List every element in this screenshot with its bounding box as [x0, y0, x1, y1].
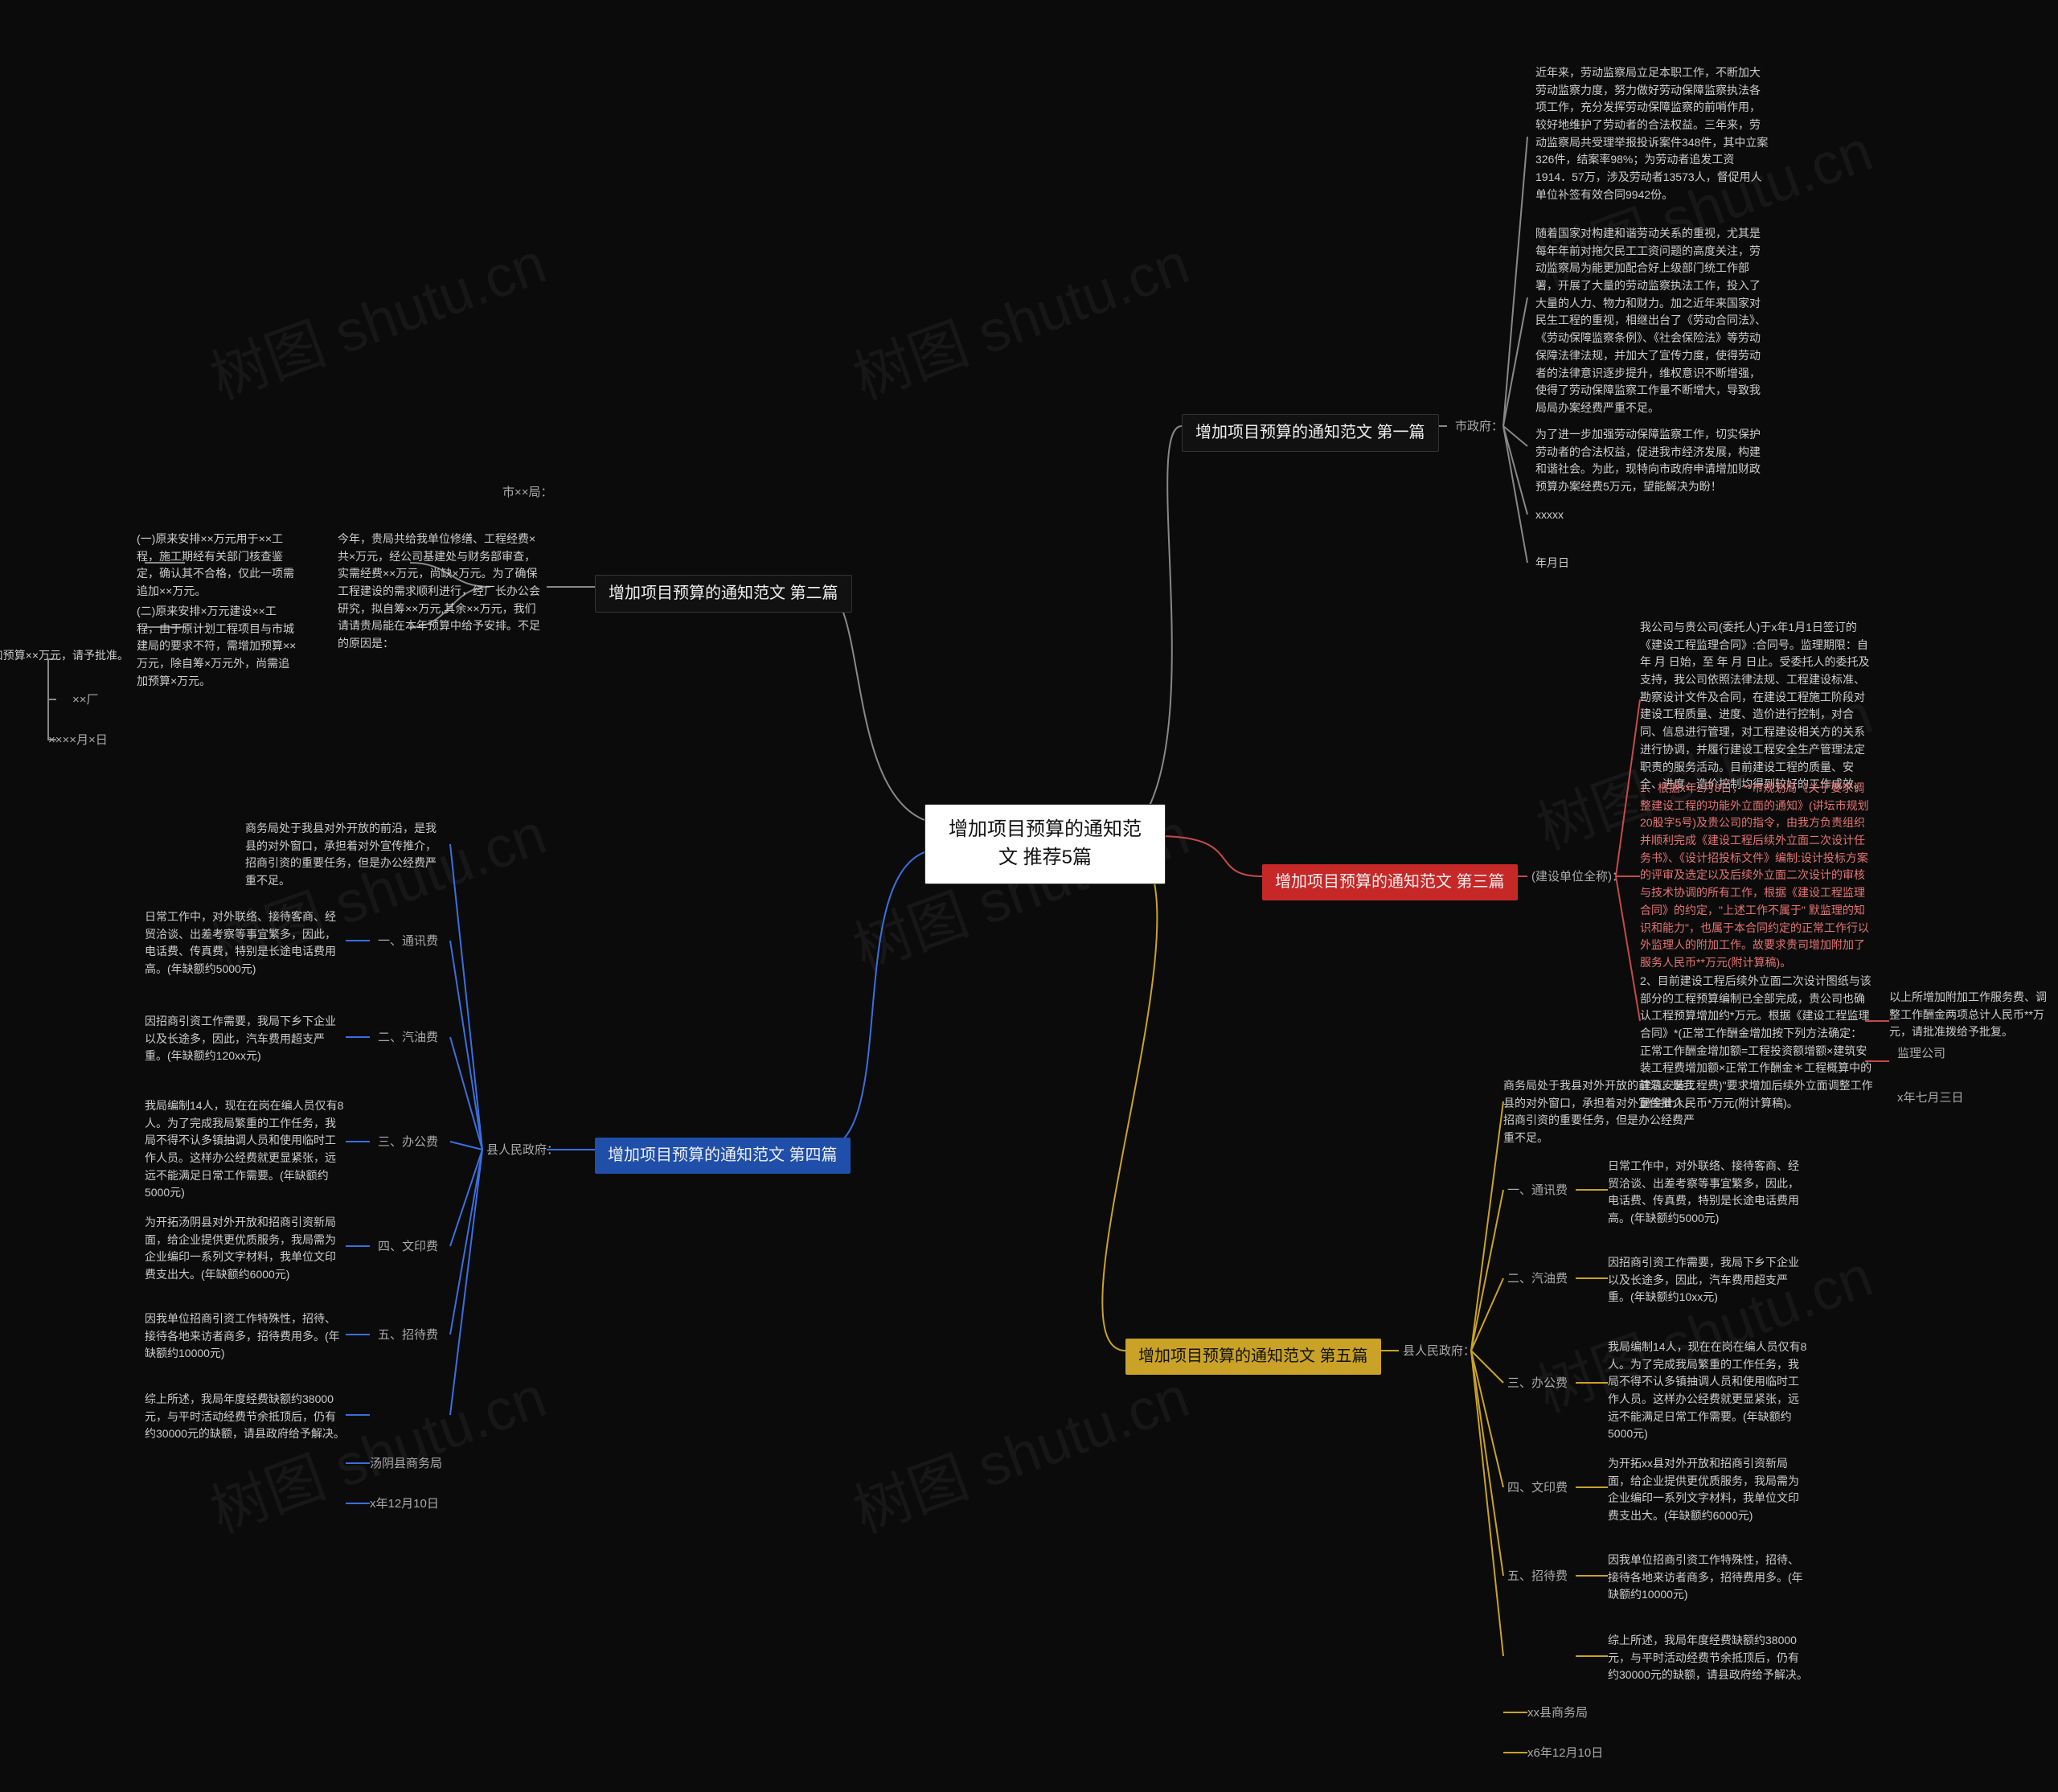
p3-sub: (建设单位全称)：: [1531, 868, 1624, 886]
p5-label-1: 二、汽油费: [1507, 1270, 1568, 1288]
p5-label-0: 一、通讯费: [1507, 1182, 1568, 1199]
p5-preface: 商务局处于我县对外开放的前沿，是我县的对外窗口，承担着对外宣传推介，招商引资的重…: [1503, 1077, 1704, 1147]
watermark: 树图 shutu.cn: [840, 216, 1199, 416]
p5-text-4: 因我单位招商引资工作特殊性，招待、接待各地来访者商多，招待费用多。(年缺额约10…: [1608, 1552, 1809, 1604]
p2-reason-1: (二)原来安排×万元建设××工程，由于原计划工程项目与市城建局的要求不符，需增加…: [137, 603, 297, 690]
p4-sign-0: 汤阴县商务局: [370, 1455, 442, 1473]
branch-p2[interactable]: 增加项目预算的通知范文 第二篇: [595, 575, 852, 613]
p3-intro: 我公司与贵公司(委托人)于x年1月1日签订的《建设工程监理合同》:合同号。监理期…: [1640, 619, 1873, 793]
p4-label-0: 一、通讯费: [378, 933, 438, 950]
p3-item-0: 1、根据x年2月8日，**市规划局《关于要求调整建设工程的功能外立面的通知》(讲…: [1640, 780, 1873, 972]
p5-summary: 综上所述，我局年度经费缺额约38000元，与平时活动经费节余抵顶后，仍有约300…: [1608, 1632, 1809, 1684]
p1-item-3: xxxxx: [1535, 506, 1736, 524]
p5-label-3: 四、文印费: [1507, 1479, 1568, 1497]
p4-text-1: 因招商引资工作需要，我局下乡下企业以及长途多，因此，汽车费用超支严重。(年缺额约…: [145, 1013, 346, 1065]
p1-item-1: 随着国家对构建和谐劳动关系的重视，尤其是每年年前对拖欠民工工资问题的高度关注，劳…: [1535, 225, 1769, 417]
p2-reason-0: (一)原来安排××万元用于××工程，施工期经有关部门核查鉴定，确认其不合格，仅此…: [137, 531, 297, 601]
p5-label-4: 五、招待费: [1507, 1568, 1568, 1585]
p4-label-3: 四、文印费: [378, 1238, 438, 1256]
p1-item-2: 为了进一步加强劳动保障监察工作，切实保护劳动者的合法权益，促进我市经济发展，构建…: [1535, 426, 1769, 496]
p4-label-1: 二、汽油费: [378, 1029, 438, 1047]
p2-intro: 今年，贵局共给我单位修缮、工程经费×共×万元，经公司基建处与财务部审查，实需经费…: [338, 531, 547, 653]
p4-sign-1: x年12月10日: [370, 1495, 439, 1513]
p3-sign-1: x年七月三日: [1897, 1089, 1964, 1107]
p4-summary: 综上所述，我局年度经费缺额约38000元，与平时活动经费节余抵顶后，仍有约300…: [145, 1391, 346, 1443]
p5-sign-0: xx县商务局: [1527, 1704, 1588, 1722]
p2-footer3: ××××月×日: [48, 732, 108, 749]
p5-label-2: 三、办公费: [1507, 1375, 1568, 1392]
watermark: 树图 shutu.cn: [840, 1350, 1199, 1549]
branch-p1[interactable]: 增加项目预算的通知范文 第一篇: [1182, 414, 1439, 452]
root-node[interactable]: 增加项目预算的通知范文 推荐5篇: [924, 804, 1166, 884]
p4-text-4: 因我单位招商引资工作特殊性，招待、接待各地来访者商多，招待费用多。(年缺额约10…: [145, 1310, 346, 1363]
p1-sub: 市政府：: [1455, 418, 1503, 436]
p3-sign-0: 监理公司: [1897, 1045, 1945, 1063]
p5-sign-1: x6年12月10日: [1527, 1745, 1603, 1762]
p5-text-3: 为开拓xx县对外开放和招商引资新局面，给企业提供更优质服务，我局需为企业编印一系…: [1608, 1455, 1809, 1525]
p4-sub: 县人民政府：: [486, 1142, 559, 1159]
watermark: 树图 shutu.cn: [197, 216, 555, 416]
p1-item-4: 年月日: [1535, 555, 1736, 572]
p4-preface: 商务局处于我县对外开放的前沿，是我县的对外窗口，承担着对外宣传推介，招商引资的重…: [245, 820, 446, 890]
p5-text-0: 日常工作中，对外联络、接待客商、经贸洽谈、出差考察等事宜繁多，因此，电话费、传真…: [1608, 1158, 1809, 1228]
p5-sub: 县人民政府：: [1403, 1343, 1475, 1360]
p4-label-4: 五、招待费: [378, 1327, 438, 1344]
p5-text-2: 我局编制14人，现在在岗在编人员仅有8人。为了完成我局繁重的工作任务，我局不得不…: [1608, 1339, 1809, 1443]
p3-closing: 以上所增加附加工作服务费、调整工作酬金两项总计人民币**万元，请批准拨给予批复。: [1889, 989, 2050, 1041]
p5-text-1: 因招商引资工作需要，我局下乡下企业以及长途多，因此，汽车费用超支严重。(年缺额约…: [1608, 1254, 1809, 1306]
branch-p5[interactable]: 增加项目预算的通知范文 第五篇: [1125, 1339, 1381, 1375]
p1-item-0: 近年来，劳动监察局立足本职工作，不断加大劳动监察力度，努力做好劳动保障监察执法各…: [1535, 64, 1769, 204]
p4-text-3: 为开拓汤阴县对外开放和招商引资新局面，给企业提供更优质服务，我局需为企业编印一系…: [145, 1214, 346, 1284]
watermark: 树图 shutu.cn: [197, 1350, 555, 1549]
p2-sub: 市××局：: [502, 484, 553, 502]
p4-label-2: 三、办公费: [378, 1134, 438, 1151]
p2-footer1: 以上两项共需追加预算××万元，请予批准。: [0, 647, 129, 665]
branch-p3[interactable]: 增加项目预算的通知范文 第三篇: [1262, 864, 1518, 900]
branch-p4[interactable]: 增加项目预算的通知范文 第四篇: [595, 1138, 851, 1174]
mindmap-canvas: 树图 shutu.cn 树图 shutu.cn 树图 shutu.cn 树图 s…: [0, 0, 2058, 1792]
p4-text-0: 日常工作中，对外联络、接待客商、经贸洽谈、出差考察等事宜繁多，因此，电话费、传真…: [145, 908, 346, 978]
p2-footer2: ××厂: [72, 691, 99, 709]
p4-text-2: 我局编制14人，现在在岗在编人员仅有8人。为了完成我局繁重的工作任务，我局不得不…: [145, 1097, 346, 1202]
